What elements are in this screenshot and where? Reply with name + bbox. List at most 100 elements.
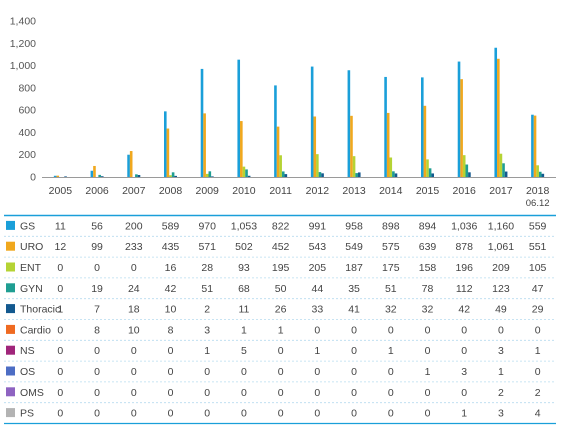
x-tick-label: 2013 [342, 185, 366, 197]
table-cell-thoracic: 11 [238, 304, 249, 316]
table-cell-uro: 502 [235, 241, 253, 253]
table-cell-thoracic: 10 [165, 304, 177, 316]
legend-swatch-ent [6, 262, 15, 272]
bar-ent-2009 [205, 173, 209, 177]
bar-ent-2015 [426, 159, 429, 177]
bar-gs-2012 [310, 66, 314, 177]
table-cell-cardio: 0 [425, 324, 431, 336]
bar-thoracic-2008 [174, 175, 177, 177]
table-cell-gs: 11 [55, 220, 66, 232]
x-tick-label: 2006 [85, 185, 109, 197]
table-cell-ent: 175 [382, 262, 400, 274]
table-cell-gyn: 123 [492, 283, 510, 295]
y-tick-label: 200 [18, 149, 36, 161]
table-cell-ps: 0 [314, 408, 320, 420]
bar-ent-2012 [316, 154, 319, 177]
table-cell-uro: 452 [272, 241, 290, 253]
table-cell-oms: 0 [241, 387, 247, 399]
table-cell-gs: 822 [272, 220, 290, 232]
bar-uro-2014 [386, 112, 390, 177]
table-cell-ns: 0 [94, 345, 100, 357]
table-cell-ns: 1 [204, 345, 210, 357]
bar-ent-2017 [499, 153, 503, 177]
bar-thoracic-2012 [321, 173, 324, 177]
table-cell-ps: 0 [278, 408, 284, 420]
table-cell-ent: 93 [238, 262, 250, 274]
bar-thoracic-2015 [431, 173, 434, 177]
legend-label-ps: PS [20, 408, 34, 420]
legend-swatch-os [6, 366, 15, 376]
bar-gs-2008 [164, 111, 167, 177]
bar-thoracic-2018 [541, 173, 545, 177]
table-cell-ent: 195 [272, 262, 290, 274]
bar-gyn-2013 [355, 173, 358, 177]
table-cell-oms: 0 [131, 387, 137, 399]
table-cell-uro: 1,061 [488, 241, 514, 253]
table-cell-ps: 4 [535, 408, 541, 420]
table-cell-ent: 209 [492, 262, 510, 274]
bar-ent-2018 [536, 165, 539, 177]
table-cell-uro: 878 [455, 241, 473, 253]
x-tick-label: 2005 [49, 185, 73, 197]
table-cell-thoracic: 33 [312, 304, 324, 316]
table-cell-uro: 543 [309, 241, 327, 253]
table-cell-gyn: 47 [532, 283, 544, 295]
legend-swatch-cardio [6, 324, 15, 334]
table-cell-oms: 0 [314, 387, 320, 399]
table-cell-ent: 28 [201, 262, 213, 274]
table-cell-cardio: 0 [57, 324, 63, 336]
x-tick-label: 2017 [489, 185, 513, 197]
x-tick-label: 2012 [306, 185, 330, 197]
bar-uro-2006 [93, 165, 96, 177]
table-cell-gyn: 50 [275, 283, 287, 295]
table-cell-cardio: 8 [94, 324, 100, 336]
x-tick-label: 2010 [232, 185, 256, 197]
table-cell-thoracic: 7 [94, 304, 100, 316]
bar-gyn-2014 [392, 171, 395, 177]
bar-gs-2010 [237, 59, 241, 178]
bar-gs-2009 [200, 68, 204, 177]
table-cell-oms: 0 [461, 387, 467, 399]
legend-label-thoracic: Thoracic [20, 304, 60, 316]
table-cell-ns: 1 [388, 345, 394, 357]
legend-swatch-gyn [6, 283, 15, 293]
table-cell-gyn: 35 [348, 283, 360, 295]
bar-uro-2011 [276, 126, 280, 177]
table-cell-ent: 105 [529, 262, 547, 274]
table-cell-ns: 0 [168, 345, 174, 357]
table-cell-os: 1 [498, 366, 504, 378]
bar-gyn-2018 [538, 171, 542, 177]
bar-gyn-2007 [135, 174, 138, 177]
table-cell-os: 1 [425, 366, 431, 378]
table-cell-uro: 233 [125, 241, 143, 253]
bar-uro-2010 [240, 121, 243, 177]
table-cell-thoracic: 41 [348, 304, 360, 316]
table-cell-ps: 0 [131, 408, 137, 420]
table-cell-ent: 187 [345, 262, 363, 274]
table-cell-cardio: 0 [388, 324, 394, 336]
table-cell-gs: 970 [198, 220, 216, 232]
table-cell-thoracic: 26 [275, 304, 287, 316]
bar-gyn-2016 [465, 164, 469, 177]
table-cell-thoracic: 29 [532, 304, 544, 316]
table-cell-gs: 958 [345, 220, 363, 232]
table-cell-cardio: 0 [498, 324, 504, 336]
x-tick-label: 2015 [416, 185, 440, 197]
bar-ent-2011 [279, 155, 282, 177]
table-cell-oms: 0 [94, 387, 100, 399]
bar-uro-2007 [129, 151, 133, 177]
legend-swatch-ps [6, 408, 15, 418]
table-cell-cardio: 1 [241, 324, 247, 336]
table-cell-uro: 549 [345, 241, 363, 253]
bar-gs-2018 [531, 114, 534, 177]
table-cell-gs: 589 [162, 220, 180, 232]
bar-uro-2018 [533, 115, 537, 177]
bar-gs-2011 [274, 85, 277, 177]
table-cell-gs: 559 [529, 220, 547, 232]
table-cell-ns: 0 [57, 345, 63, 357]
bar-gyn-2011 [281, 171, 285, 177]
table-cell-ps: 0 [425, 408, 431, 420]
table-cell-os: 0 [278, 366, 284, 378]
table-cell-ps: 0 [388, 408, 394, 420]
